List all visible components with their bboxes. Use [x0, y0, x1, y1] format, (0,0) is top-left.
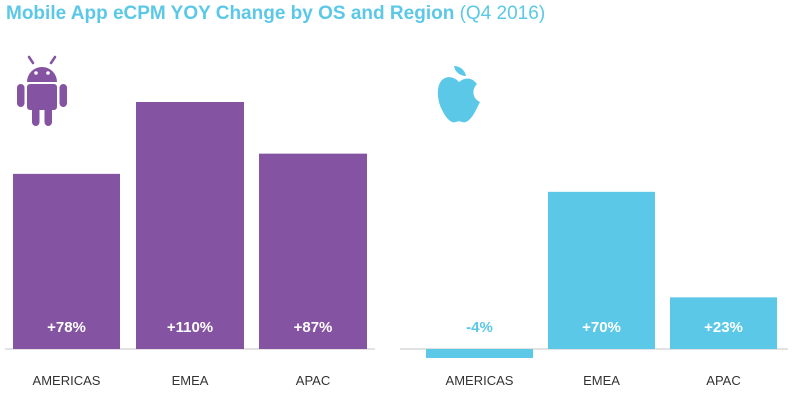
- data-label: +78%: [47, 319, 86, 336]
- chart-panel-1: +78% AMERICAS +110% EMEA +87% APAC: [5, 102, 375, 388]
- data-label: +110%: [167, 319, 213, 336]
- bar-americas: [426, 349, 533, 358]
- x-tick-label: AMERICAS: [33, 373, 101, 388]
- x-tick-label: EMEA: [172, 373, 209, 388]
- chart-title-main: Mobile App eCPM YOY Change by OS and Reg…: [6, 3, 455, 24]
- chart-title-period: (Q4 2016): [459, 3, 546, 24]
- chart-panel-2: -4% AMERICAS +70% EMEA +23% APAC: [400, 191, 788, 388]
- x-tick-label: EMEA: [583, 373, 620, 388]
- bar-apac: [670, 297, 777, 349]
- android-icon: [17, 55, 67, 126]
- bars-layer: +78% AMERICAS +110% EMEA +87% APAC -4% AMERICAS…: [5, 102, 788, 388]
- bar-americas: [13, 173, 120, 349]
- data-label: +70%: [582, 319, 621, 336]
- x-tick-label: AMERICAS: [446, 373, 514, 388]
- bar-apac: [259, 153, 367, 349]
- bar-emea: [136, 102, 244, 349]
- x-tick-label: APAC: [706, 373, 740, 388]
- data-label: +87%: [294, 319, 333, 336]
- bar-emea: [548, 191, 655, 349]
- data-label: +23%: [704, 319, 743, 336]
- x-tick-label: APAC: [296, 373, 330, 388]
- apple-icon: [437, 66, 480, 123]
- chart-title: Mobile App eCPM YOY Change by OS and Reg…: [6, 3, 545, 25]
- data-label: -4%: [466, 319, 493, 336]
